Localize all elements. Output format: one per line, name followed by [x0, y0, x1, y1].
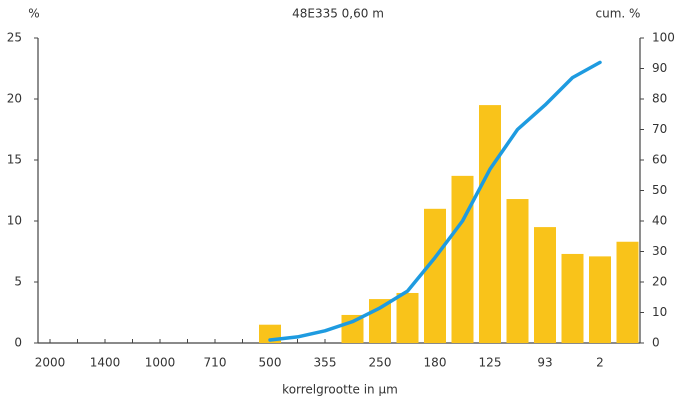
bar: [369, 299, 391, 343]
y2-tick-label: 80: [652, 92, 667, 106]
bar: [479, 105, 501, 343]
bar: [424, 208, 446, 343]
x-tick-label: 125: [479, 356, 502, 370]
bar: [589, 256, 611, 343]
y-tick-label: 20: [7, 92, 22, 106]
y-tick-label: 10: [7, 214, 22, 228]
y2-tick-label: 60: [652, 153, 667, 167]
bar: [451, 175, 474, 343]
bar: [396, 292, 419, 343]
x-tick-label: 1400: [90, 356, 121, 370]
x-tick-label: 355: [314, 356, 337, 370]
x-tick-label: 710: [204, 356, 227, 370]
y2-tick-label: 90: [652, 61, 667, 75]
y-tick-label: 0: [14, 336, 22, 350]
y-tick-label: 5: [14, 275, 22, 289]
x-tick-label: 500: [259, 356, 282, 370]
y2-tick-label: 10: [652, 305, 667, 319]
y2-tick-label: 20: [652, 275, 667, 289]
x-tick-label: 1000: [145, 356, 176, 370]
cumulative-line: [268, 60, 602, 342]
y2-tick-label: 50: [652, 183, 667, 197]
bar: [534, 227, 556, 343]
y-tick-label: 15: [7, 153, 22, 167]
bar: [506, 199, 529, 343]
y2-tick-label: 30: [652, 244, 667, 258]
y-tick-label: 25: [7, 31, 22, 45]
x-tick-label: 2: [596, 356, 604, 370]
y2-tick-label: 100: [652, 31, 675, 45]
y2-tick-label: 0: [652, 336, 660, 350]
bar: [616, 241, 639, 343]
x-tick-label: 250: [369, 356, 392, 370]
x-tick-label: 180: [424, 356, 447, 370]
y2-tick-label: 70: [652, 122, 667, 136]
chart-title: 48E335 0,60 m: [292, 7, 384, 21]
x-tick-label: 93: [537, 356, 552, 370]
x-axis-label: korrelgrootte in µm: [282, 383, 398, 397]
y2-axis-label: cum. %: [596, 7, 641, 21]
y2-tick-label: 40: [652, 214, 667, 228]
bar: [561, 253, 584, 343]
x-tick-label: 2000: [35, 356, 66, 370]
y-axis-label: %: [28, 7, 39, 21]
